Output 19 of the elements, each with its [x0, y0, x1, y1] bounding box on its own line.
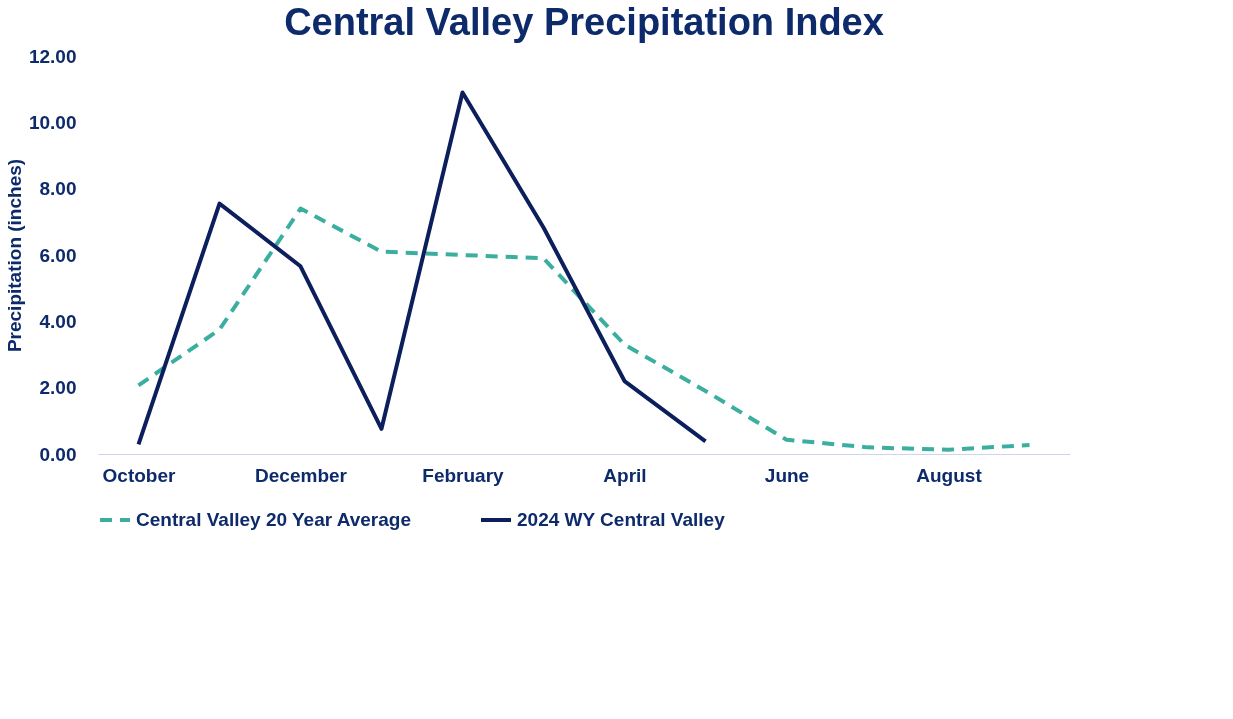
legend-label: Central Valley 20 Year Average — [136, 509, 411, 530]
x-tick-label: June — [764, 464, 810, 486]
legend-label: 2024 WY Central Valley — [517, 509, 726, 530]
chart-title: Central Valley Precipitation Index — [284, 1, 884, 43]
y-tick-label: 6.00 — [39, 244, 77, 266]
x-tick-label: February — [422, 464, 505, 486]
y-tick-label: 10.00 — [28, 111, 77, 133]
y-tick-label: 0.00 — [39, 443, 77, 465]
x-tick-label: August — [916, 464, 983, 486]
y-axis-title: Precipitation (inches) — [3, 158, 25, 353]
x-tick-label: December — [255, 464, 348, 486]
y-tick-label: 12.00 — [28, 45, 77, 67]
y-tick-label: 2.00 — [39, 377, 77, 399]
y-tick-label: 4.00 — [39, 310, 77, 332]
y-tick-label: 8.00 — [39, 178, 77, 200]
x-tick-label: April — [603, 464, 647, 486]
line-series — [136, 206, 1032, 452]
x-tick-label: October — [102, 464, 177, 486]
line-series — [136, 90, 708, 447]
